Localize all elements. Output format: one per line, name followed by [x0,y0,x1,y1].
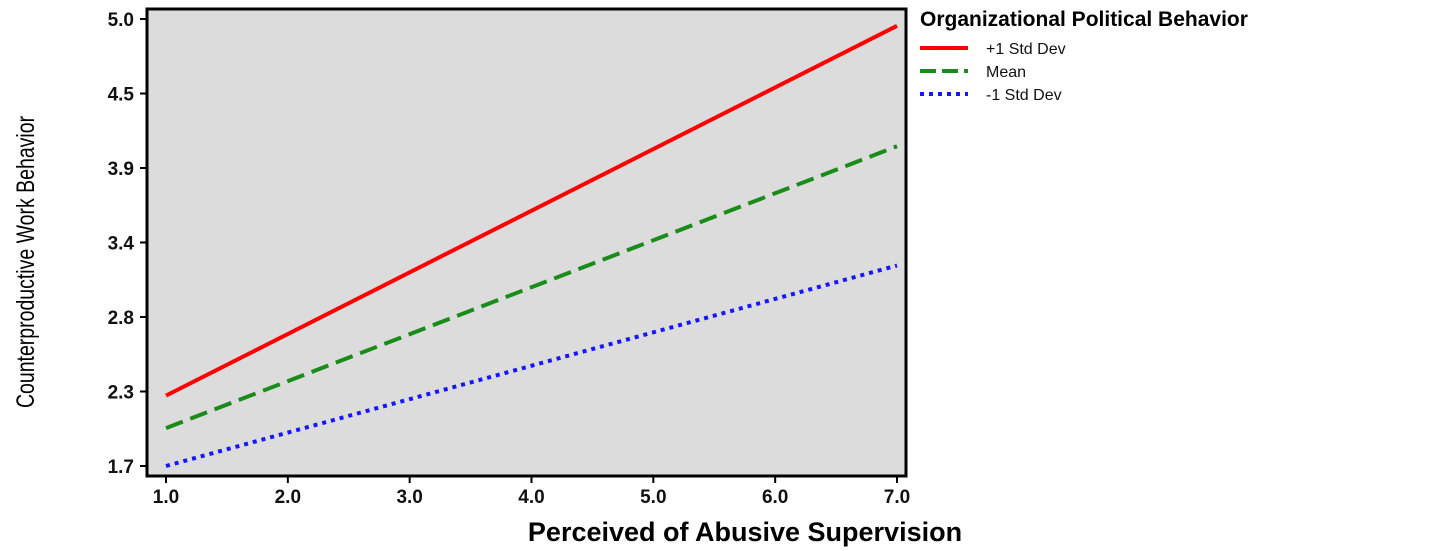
x-tick-label: 2.0 [275,487,301,508]
y-tick-label: 1.7 [108,457,134,478]
y-tick-label: 3.9 [108,159,134,180]
legend-label-3: -1 Std Dev [986,87,1062,104]
legend: Organizational Political Behavior +1 Std… [920,8,1248,104]
y-axis-title: Counterproductive Work Behavior [12,115,40,408]
legend-label-2: Mean [986,64,1026,81]
y-tick-label: 5.0 [108,10,134,31]
x-axis-title: Perceived of Abusive Supervision [528,517,962,547]
y-tick-label: 2.3 [108,383,134,404]
series-line-1 [165,24,898,398]
legend-label-1: +1 Std Dev [986,41,1066,58]
y-tick-label: 4.5 [108,85,135,106]
x-tick-label: 6.0 [762,487,788,508]
series-line-3 [165,263,898,468]
y-tick-label: 3.4 [108,234,135,255]
y-tick-label: 2.8 [108,308,134,329]
legend-title: Organizational Political Behavior [920,8,1248,31]
x-tick-label: 5.0 [640,487,666,508]
x-tick-label: 4.0 [518,487,544,508]
x-tick-label: 7.0 [884,487,910,508]
x-tick-label: 3.0 [396,487,422,508]
ticks-layer: 1.7 2.3 2.8 3.4 3.9 4.5 5.0 1.0 2.0 3.0 4.0 5.0 6.0 7… [108,10,911,508]
series-line-2 [165,144,898,430]
x-tick-label: 1.0 [153,487,179,508]
series-layer [165,24,898,468]
